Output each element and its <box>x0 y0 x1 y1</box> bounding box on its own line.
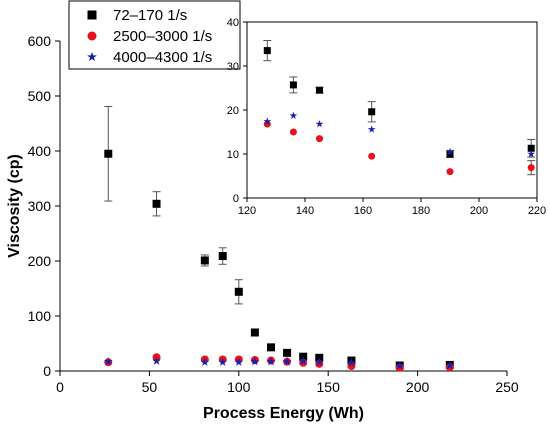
main-x-tick-label: 200 <box>406 379 430 395</box>
inset-point-square <box>316 86 323 94</box>
main-point-square <box>218 252 227 261</box>
inset-x-tick-label: 200 <box>470 205 488 217</box>
inset-point-star <box>446 147 454 156</box>
inset-x-tick-label: 220 <box>528 205 546 217</box>
main-point-square <box>266 343 275 352</box>
inset-point-star <box>527 149 536 158</box>
inset-y-tick-label: 40 <box>227 17 239 29</box>
inset-point-circle <box>316 135 323 143</box>
main-point-square <box>283 348 292 357</box>
main-x-tick-label: 250 <box>495 379 519 395</box>
main-x-tick-label: 100 <box>227 379 251 395</box>
legend-label: 2500–3000 1/s <box>113 28 212 45</box>
main-point-star <box>314 357 324 366</box>
main-point-square <box>104 149 113 158</box>
main-x-tick-label: 150 <box>317 379 341 395</box>
main-point-square <box>234 287 243 296</box>
legend-entry: 2500–3000 1/s <box>87 28 212 45</box>
main-point-star <box>298 356 308 365</box>
inset-y-tick-label: 0 <box>233 193 239 205</box>
main-x-tick-label: 0 <box>56 379 64 395</box>
inset-y-tick-label: 30 <box>227 61 239 73</box>
inset-y-tick-label: 20 <box>227 105 239 117</box>
main-point-star <box>347 358 356 367</box>
main-x-axis-title: Process Energy (Wh) <box>203 405 364 422</box>
inset-point-square <box>289 81 297 89</box>
inset-series-star <box>263 111 536 158</box>
main-y-tick-label: 600 <box>28 33 52 49</box>
inset-point-circle <box>446 168 454 176</box>
main-point-circle <box>347 362 356 371</box>
main-point-star <box>445 360 455 370</box>
inset-point-square <box>368 108 376 116</box>
inset-point-circle <box>368 152 376 160</box>
main-chart: 0 50 100 150 200 2500100200300400500600Proces… <box>6 33 519 422</box>
inset-point-star <box>367 125 376 133</box>
main-point-star <box>103 357 113 366</box>
main-point-star <box>395 360 405 370</box>
legend-marker-circle <box>87 31 97 41</box>
main-y-tick-label: 400 <box>28 143 52 159</box>
inset-chart: 120 140 160 180 200 220 0 10 20 30 40 <box>227 17 546 217</box>
main-point-star <box>218 357 228 366</box>
inset-frame <box>246 21 538 199</box>
main-y-tick-label: 300 <box>28 198 52 214</box>
inset-point-circle <box>289 128 297 136</box>
legend-entry: 4000–4300 1/s <box>87 49 212 66</box>
inset-point-star <box>289 111 298 120</box>
main-point-star <box>200 357 210 366</box>
main-point-star <box>250 357 260 366</box>
main-point-star <box>152 356 161 365</box>
inset-point-square <box>527 144 535 152</box>
legend-entry: 72–170 1/s <box>87 7 187 24</box>
inset-x-tick-label: 180 <box>412 205 430 217</box>
inset-point-square <box>446 150 454 158</box>
main-point-square <box>250 328 259 337</box>
main-y-tick-label: 500 <box>28 88 52 104</box>
main-y-tick-label: 100 <box>28 308 52 324</box>
main-x-tick-label: 50 <box>142 379 158 395</box>
inset-series-circle <box>263 120 536 176</box>
inset-point-star <box>263 117 272 125</box>
main-point-star <box>234 357 244 366</box>
inset-point-square <box>263 47 271 55</box>
inset-point-circle <box>263 120 271 128</box>
inset-x-tick-label: 120 <box>238 205 256 217</box>
inset-y-tick-label: 10 <box>227 149 239 161</box>
legend-label: 4000–4300 1/s <box>113 49 212 66</box>
inset-x-tick-label: 160 <box>354 205 372 217</box>
main-point-square <box>200 256 209 265</box>
legend-marker-square <box>87 10 97 20</box>
main-series-star <box>103 356 455 370</box>
main-y-tick-label: 0 <box>43 363 51 379</box>
inset-point-star <box>315 119 324 128</box>
main-y-tick-label: 200 <box>28 253 52 269</box>
legend-box <box>68 0 241 70</box>
main-point-star <box>282 357 292 366</box>
inset-x-tick-label: 140 <box>296 205 314 217</box>
legend-label: 72–170 1/s <box>113 7 187 24</box>
main-point-square <box>152 199 161 208</box>
main-point-star <box>266 357 276 366</box>
inset-point-circle <box>527 164 535 172</box>
legend: 72–170 1/s 2500–3000 1/s 4000–4300 1/s <box>68 0 241 70</box>
legend-marker-star <box>87 51 97 62</box>
inset-series-square <box>263 39 536 159</box>
main-y-axis-title: Viscosity (cp) <box>6 154 23 258</box>
